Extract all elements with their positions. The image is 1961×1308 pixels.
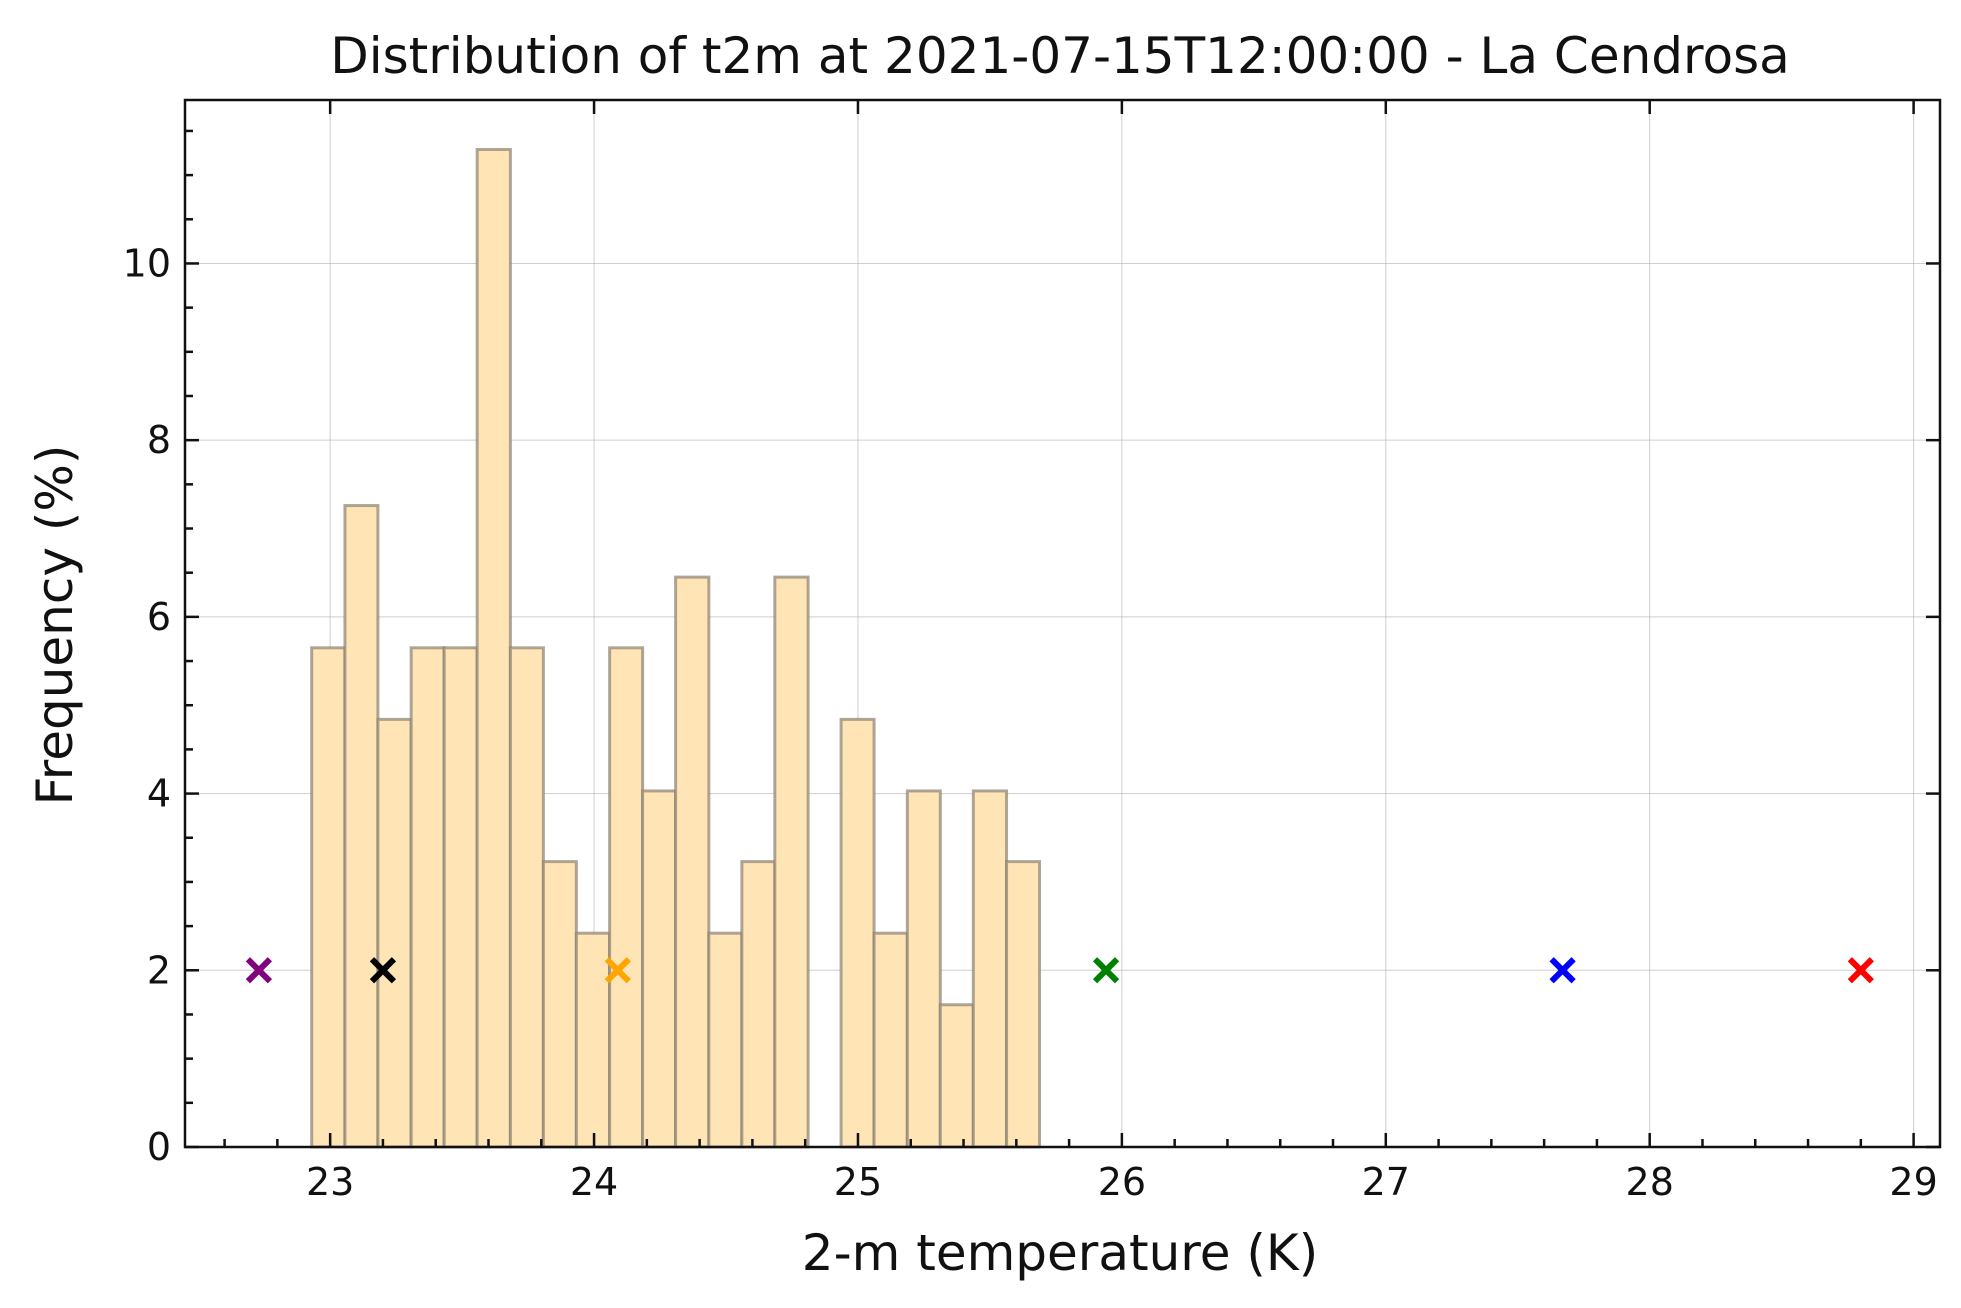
chart-title: Distribution of t2m at 2021-07-15T12:00:… — [330, 27, 1790, 85]
y-tick-label: 0 — [147, 1125, 171, 1169]
histogram-bar — [376, 717, 413, 1149]
histogram-bar — [938, 1003, 975, 1149]
histogram-bar — [343, 504, 380, 1149]
histogram-bar — [839, 717, 876, 1149]
histogram-bar — [409, 646, 446, 1149]
x-tick-label: 29 — [1889, 1160, 1937, 1204]
histogram-bar — [608, 646, 645, 1149]
x-marker — [245, 957, 273, 984]
histogram-bar — [971, 789, 1009, 1149]
y-tick-label: 2 — [147, 948, 171, 992]
x-marker — [369, 957, 397, 984]
x-tick-label: 23 — [306, 1160, 354, 1204]
histogram-bar — [872, 931, 909, 1149]
y-tick-label: 4 — [147, 772, 171, 816]
x-tick-label: 25 — [834, 1160, 882, 1204]
y-tick-label: 8 — [147, 418, 171, 462]
x-tick-label: 27 — [1362, 1160, 1410, 1204]
x-marker — [1847, 957, 1874, 984]
y-tick-label: 10 — [123, 241, 171, 285]
x-marker — [604, 957, 631, 984]
histogram-bar — [641, 789, 678, 1149]
histogram-bar — [905, 789, 942, 1149]
x-tick-label: 26 — [1098, 1160, 1146, 1204]
y-axis-label: Frequency (%) — [26, 445, 84, 806]
x-tick-labels: 23 24 25 26 27 28 29 — [306, 1160, 1938, 1204]
y-tick-labels: 0 2 4 6 8 10 — [123, 241, 171, 1169]
histogram-bar — [541, 860, 578, 1149]
histogram-bar — [508, 646, 545, 1149]
x-axis-label: 2-m temperature (K) — [802, 1224, 1318, 1282]
histogram-bar — [707, 931, 744, 1149]
histogram-bar — [1005, 860, 1042, 1149]
histogram-bars — [310, 147, 1042, 1149]
x-tick-label: 28 — [1626, 1160, 1674, 1204]
histogram-bar — [773, 575, 810, 1149]
x-marker — [1549, 957, 1576, 984]
plot-frame — [183, 98, 1942, 1149]
axis-ticks — [185, 100, 1940, 1149]
histogram-bar — [574, 931, 612, 1149]
histogram-bar — [674, 575, 711, 1149]
marker-points — [245, 957, 1874, 984]
y-tick-label: 6 — [147, 595, 171, 639]
histogram-bar — [740, 860, 777, 1149]
histogram-bar — [442, 646, 479, 1149]
histogram-bar — [475, 147, 512, 1149]
histogram-bar — [310, 646, 347, 1149]
x-marker — [1092, 957, 1120, 984]
x-tick-label: 24 — [570, 1160, 618, 1204]
